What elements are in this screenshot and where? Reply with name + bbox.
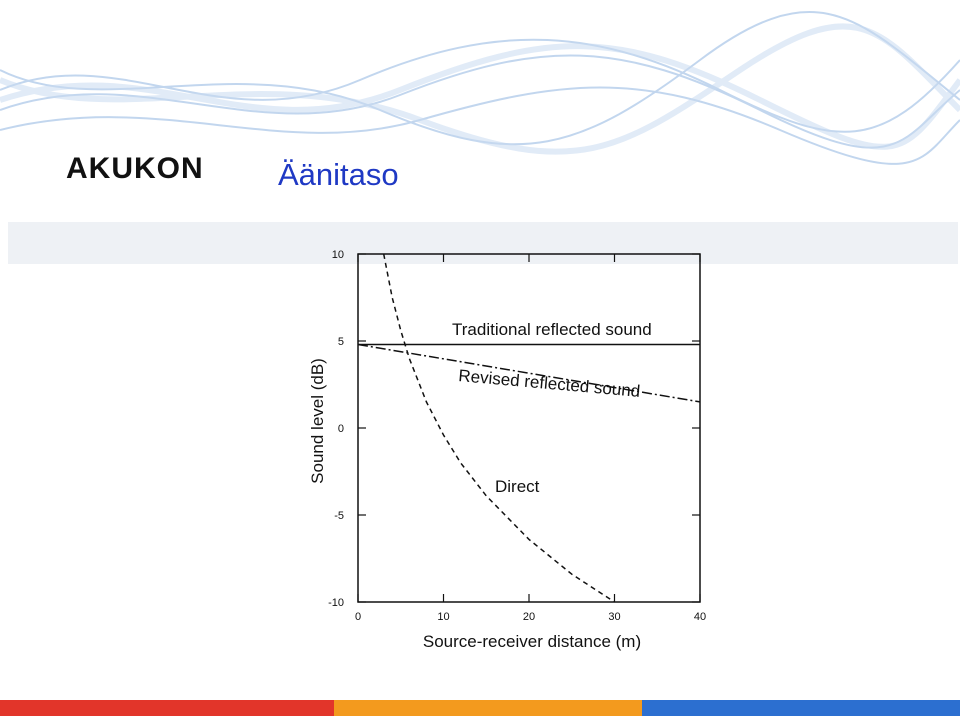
x-tick-label: 40: [694, 611, 706, 623]
logo-text: AKUKON: [66, 152, 204, 185]
sound-level-chart: 0 10 20 30 40 10 5 0 -5 -10 Source-receiver dista…: [308, 249, 706, 651]
direct-sound-curve: [382, 253, 615, 603]
wave-banner: [0, 11, 960, 165]
x-tick-label: 20: [523, 611, 535, 623]
x-tick-label: 10: [437, 611, 449, 623]
x-tick-label: 0: [355, 611, 361, 623]
y-axis-title: Sound level (dB): [308, 358, 327, 484]
y-tick-label: 5: [338, 336, 344, 348]
y-tick-label: 10: [332, 249, 344, 261]
footer-orange: [334, 700, 642, 716]
y-tick-label: -5: [334, 510, 344, 522]
x-axis-title: Source-receiver distance (m): [423, 632, 641, 651]
x-tick-label: 30: [608, 611, 620, 623]
footer-red: [0, 700, 334, 716]
revised-label: Revised reflected sound: [458, 366, 641, 401]
traditional-label: Traditional reflected sound: [452, 320, 652, 339]
direct-label: Direct: [495, 477, 540, 496]
company-logo: AKUKON: [52, 150, 203, 192]
plot-frame: [357, 253, 701, 603]
footer-blue: [642, 700, 960, 716]
y-tick-label: 0: [338, 423, 344, 435]
revised-reflected-line: [357, 343, 701, 403]
footer-bar: [0, 700, 960, 716]
content-band: [8, 222, 958, 264]
y-tick-label: -10: [328, 597, 344, 609]
slide-title: Äänitaso: [278, 157, 399, 192]
